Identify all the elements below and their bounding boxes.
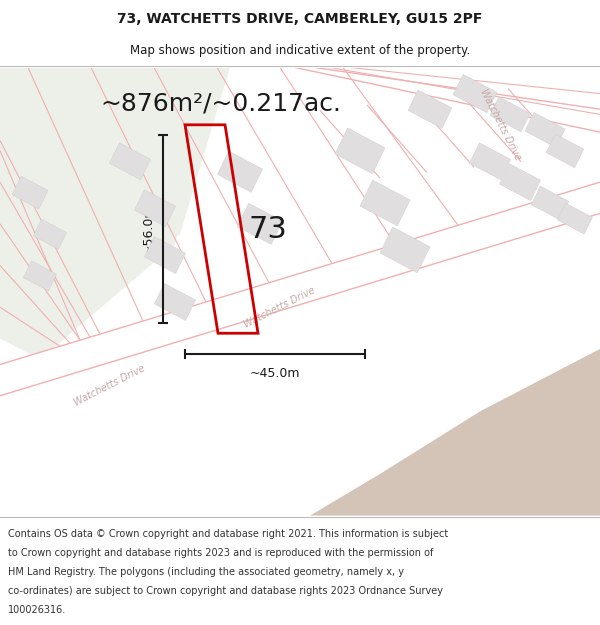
Polygon shape — [310, 349, 600, 516]
Polygon shape — [408, 90, 452, 128]
Polygon shape — [469, 142, 511, 180]
Polygon shape — [134, 190, 176, 227]
Polygon shape — [0, 68, 215, 359]
Polygon shape — [335, 128, 385, 174]
Polygon shape — [34, 219, 67, 249]
Text: 100026316.: 100026316. — [8, 605, 66, 615]
Text: HM Land Registry. The polygons (including the associated geometry, namely x, y: HM Land Registry. The polygons (includin… — [8, 567, 404, 577]
Text: 73: 73 — [248, 214, 287, 244]
Polygon shape — [0, 182, 600, 396]
Polygon shape — [490, 97, 530, 132]
Polygon shape — [23, 261, 56, 291]
Text: Map shows position and indicative extent of the property.: Map shows position and indicative extent… — [130, 44, 470, 57]
Polygon shape — [109, 142, 151, 180]
Polygon shape — [310, 68, 600, 109]
Text: ~45.0m: ~45.0m — [250, 367, 300, 379]
Polygon shape — [531, 186, 569, 220]
Polygon shape — [499, 164, 541, 201]
Text: Watchetts Drive: Watchetts Drive — [478, 88, 522, 162]
Polygon shape — [360, 180, 410, 226]
Text: Contains OS data © Crown copyright and database right 2021. This information is : Contains OS data © Crown copyright and d… — [8, 529, 448, 539]
Polygon shape — [546, 134, 584, 168]
Polygon shape — [380, 227, 430, 272]
Polygon shape — [12, 176, 48, 209]
Text: 73, WATCHETTS DRIVE, CAMBERLEY, GU15 2PF: 73, WATCHETTS DRIVE, CAMBERLEY, GU15 2PF — [118, 12, 482, 26]
Polygon shape — [525, 112, 565, 148]
Polygon shape — [145, 237, 185, 274]
Text: to Crown copyright and database rights 2023 and is reproduced with the permissio: to Crown copyright and database rights 2… — [8, 548, 433, 558]
Polygon shape — [154, 284, 196, 321]
Text: Watchetts Drive: Watchetts Drive — [243, 285, 317, 329]
Polygon shape — [0, 68, 430, 328]
Text: ~56.0m: ~56.0m — [142, 204, 155, 254]
Text: ~876m²/~0.217ac.: ~876m²/~0.217ac. — [100, 92, 341, 116]
Polygon shape — [217, 151, 263, 192]
Text: Watchetts Drive: Watchetts Drive — [73, 363, 147, 408]
Polygon shape — [453, 74, 497, 112]
Polygon shape — [557, 203, 592, 234]
Polygon shape — [238, 203, 283, 244]
Text: co-ordinates) are subject to Crown copyright and database rights 2023 Ordnance S: co-ordinates) are subject to Crown copyr… — [8, 586, 443, 596]
